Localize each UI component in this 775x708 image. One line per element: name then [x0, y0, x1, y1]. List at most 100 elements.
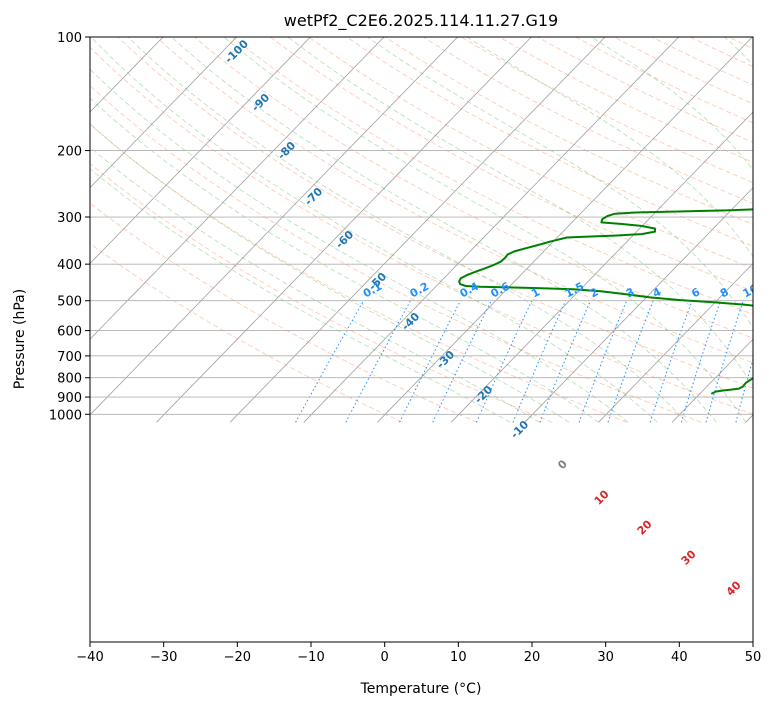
- chart-title: wetPf2_C2E6.2025.114.11.27.G19: [284, 11, 558, 31]
- mixing-ratio-line: [578, 300, 628, 423]
- x-tick-label: 30: [597, 650, 614, 665]
- mixing-ratio-label: 2: [588, 285, 601, 300]
- isotherm-label: -90: [249, 91, 272, 114]
- dry-adiabat-line: [90, 163, 553, 423]
- moist-adiabat-line: [90, 68, 629, 423]
- isotherm-line: [229, 37, 606, 423]
- x-tick-label: 50: [745, 650, 762, 665]
- x-tick-label: −40: [76, 650, 103, 665]
- mixing-ratio-line: [476, 300, 533, 423]
- dry-adiabat-line: [613, 37, 753, 105]
- dry-adiabat-line: [117, 37, 753, 389]
- y-tick-label: 100: [57, 31, 82, 46]
- mixing-ratio-line: [295, 300, 365, 423]
- moist-adiabat-line: [90, 123, 570, 423]
- x-tick-label: 20: [524, 650, 541, 665]
- mixing-ratio-line: [680, 300, 722, 423]
- y-tick-label: 600: [57, 325, 82, 340]
- mixing-ratio-label: 3: [624, 285, 637, 300]
- plot-frame: [89, 36, 754, 643]
- dry-adiabat-line: [689, 37, 753, 68]
- isotherm-label: 10: [592, 487, 612, 507]
- dry-adiabat-line: [651, 37, 753, 86]
- dry-adiabat-line: [193, 37, 753, 339]
- isotherm-label: -100: [222, 37, 251, 66]
- plot-area: 0.10.20.40.611.52346810131620253036-100-…: [90, 29, 775, 599]
- dewpoint-profile-line: [458, 208, 753, 395]
- x-axis-label: Temperature (°C): [360, 681, 482, 697]
- dry-adiabat-line: [346, 37, 753, 247]
- isotherm-line: [90, 37, 311, 265]
- mixing-ratio-line: [649, 300, 693, 423]
- dry-adiabat-line: [231, 37, 753, 315]
- dry-adiabat-line: [155, 37, 753, 364]
- mixing-ratio-label: 8: [718, 285, 731, 300]
- moist-adiabat-line: [366, 37, 753, 329]
- mixing-ratio-lines: [295, 300, 753, 423]
- y-tick-label: 200: [57, 145, 82, 160]
- moist-adiabat-line: [223, 37, 747, 423]
- isotherm-line: [90, 37, 459, 416]
- mixing-ratio-label: 0.4: [458, 280, 482, 301]
- isotherm-label: -60: [333, 228, 356, 251]
- dry-adiabat-line: [269, 37, 753, 292]
- mixing-ratio-label: 10: [741, 282, 761, 301]
- in-plot-labels: 0.10.20.40.611.52346810131620253036-100-…: [222, 37, 775, 599]
- moist-adiabat-line: [127, 37, 688, 423]
- isotherm-line: [671, 338, 753, 423]
- dry-adiabat-line: [90, 46, 753, 415]
- isotherm-label: 40: [724, 578, 744, 598]
- isotherm-line: [598, 262, 753, 423]
- dry-adiabat-line: [90, 202, 478, 423]
- mixing-ratio-line: [432, 300, 492, 423]
- y-tick-label: 500: [57, 295, 82, 310]
- mixing-ratio-line: [705, 300, 744, 423]
- isotherm-label: -40: [399, 310, 422, 333]
- isotherm-line: [156, 37, 532, 423]
- y-tick-label: 1000: [49, 408, 82, 423]
- dry-adiabat-line: [727, 37, 753, 49]
- moist-adiabat-line: [90, 168, 511, 423]
- mixing-ratio-line: [512, 300, 567, 423]
- dry-adiabat-line: [90, 85, 702, 423]
- isotherm-label: 20: [635, 517, 655, 537]
- isotherm-lines: [90, 37, 753, 423]
- mixing-ratio-label: 1.5: [563, 280, 586, 301]
- mixing-ratio-label: 13: [768, 282, 775, 301]
- x-tick-label: 0: [381, 650, 389, 665]
- mixing-ratio-label: 6: [689, 285, 702, 300]
- dry-adiabat-line: [384, 37, 753, 225]
- moist-adiabat-line: [90, 97, 599, 423]
- x-tick-label: −30: [150, 650, 177, 665]
- x-tick-label: −20: [224, 650, 251, 665]
- x-tick-label: −10: [297, 650, 324, 665]
- dry-adiabat-line: [748, 29, 775, 423]
- isotherm-label: 0: [555, 457, 570, 472]
- moist-adiabat-line: [287, 37, 753, 387]
- dry-adiabat-line: [460, 37, 753, 183]
- x-tick-label: 40: [671, 650, 688, 665]
- isotherm-line: [377, 37, 753, 423]
- mixing-ratio-line: [345, 300, 411, 423]
- dry-adiabat-lines: [90, 29, 775, 423]
- moist-adiabat-line: [171, 37, 717, 423]
- isotherm-label: -30: [434, 348, 457, 371]
- isotherm-label: 30: [679, 547, 699, 567]
- isotherm-line: [524, 187, 753, 423]
- isotherm-label: -20: [472, 383, 495, 406]
- isotherm-line: [450, 111, 753, 423]
- pressure-grid-lines: [90, 37, 753, 415]
- mixing-ratio-label: 0.2: [408, 280, 431, 301]
- isotherm-line: [303, 37, 680, 423]
- x-tick-label: 10: [450, 650, 467, 665]
- mixing-ratio-line: [399, 300, 461, 423]
- dry-adiabat-line: [422, 37, 753, 204]
- y-tick-label: 400: [57, 258, 82, 273]
- mixing-ratio-line: [607, 300, 654, 423]
- dry-adiabat-line: [90, 123, 627, 423]
- profile-series: [458, 208, 753, 395]
- moist-adiabat-lines: [90, 37, 753, 423]
- mixing-ratio-label: 0.6: [489, 280, 513, 301]
- y-tick-label: 700: [57, 350, 82, 365]
